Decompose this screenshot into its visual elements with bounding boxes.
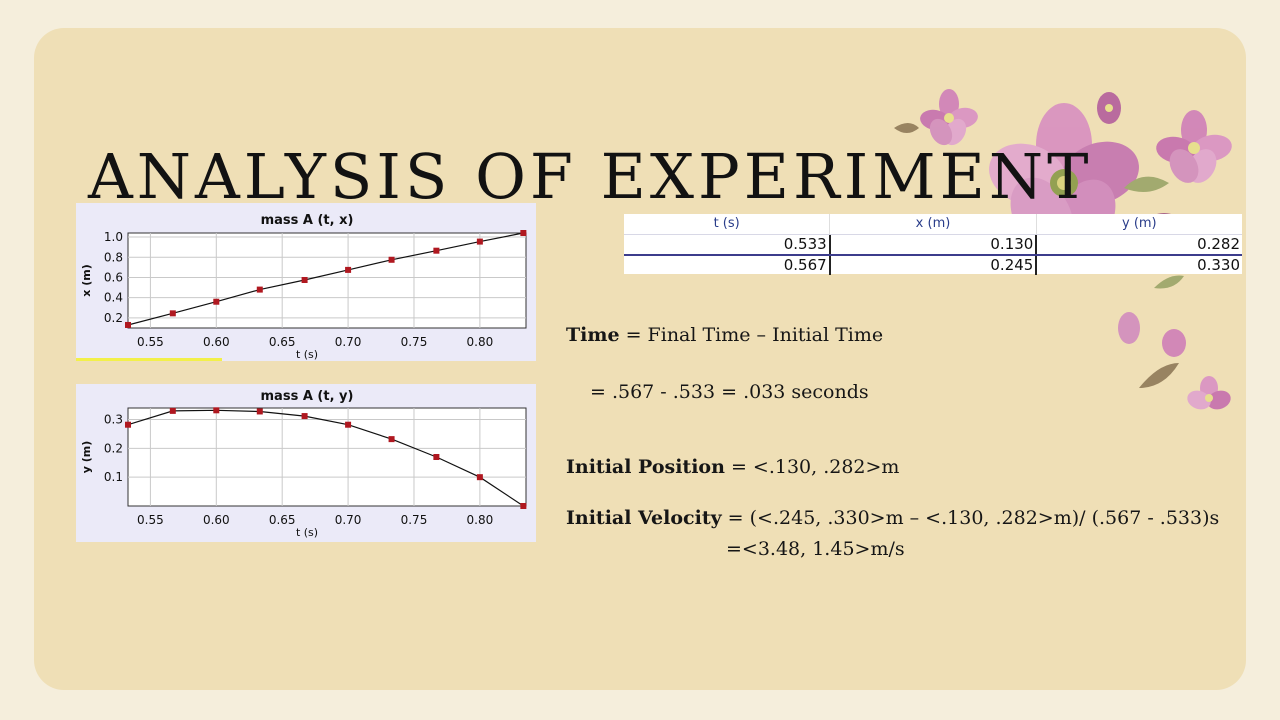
data-point	[301, 276, 308, 283]
table-cell: 0.330	[1197, 256, 1241, 274]
time-calculation: = .567 - .533 = .033 seconds	[590, 381, 869, 403]
chart-y-svg: mass A (t, y) 0.55 0.60 0.65 0.70 0.75 0.80 0.1…	[76, 384, 536, 542]
table-header-row: t (s) x (m) y (m)	[624, 214, 1242, 235]
table-cell: 0.130	[831, 235, 1038, 254]
x-axis-label: t (s)	[296, 348, 318, 361]
chart-x-vs-t: mass A (t, x) 0.55 0.60 0.65 0.70 0.75 0.80 0.2…	[76, 203, 536, 361]
y-tick-label: 0.2	[104, 441, 123, 455]
x-tick-label: 0.55	[137, 335, 164, 349]
y-axis-label: y (m)	[80, 441, 93, 474]
velocity-result: =<3.48, 1.45>m/s	[726, 538, 905, 560]
data-table: t (s) x (m) y (m) 0.533 0.130 0.282 0.56…	[624, 214, 1242, 275]
x-tick-label: 0.60	[203, 513, 230, 527]
y-tick-label: 0.3	[104, 413, 123, 427]
chart-title: mass A (t, x)	[261, 213, 354, 228]
data-point	[520, 503, 527, 509]
x-tick-label: 0.70	[335, 513, 362, 527]
y-tick-label: 0.2	[104, 311, 123, 325]
table-selection-line	[624, 254, 1242, 256]
table-cell: 0.282	[1197, 235, 1241, 253]
table-row: 0.567 0.245 0.330	[624, 256, 1242, 275]
position-equation: Initial Position = <.130, .282>m	[566, 456, 899, 478]
data-point	[476, 238, 483, 245]
data-point	[345, 266, 352, 273]
data-point	[256, 286, 263, 293]
data-point	[388, 436, 395, 443]
data-point	[169, 310, 176, 317]
y-tick-label: 0.6	[104, 270, 123, 284]
table-cell: 0.567	[624, 256, 831, 275]
data-point	[125, 421, 131, 428]
table-row: 0.533 0.130 0.282	[624, 235, 1242, 254]
x-tick-label: 0.80	[467, 513, 494, 527]
data-point	[520, 230, 527, 236]
data-point	[213, 407, 220, 414]
plot-area	[127, 407, 527, 507]
x-tick-label: 0.60	[203, 335, 230, 349]
y-tick-label: 0.8	[104, 250, 123, 264]
x-tick-label: 0.80	[467, 335, 494, 349]
table-cell: 0.245	[831, 256, 1038, 275]
data-point	[388, 256, 395, 263]
table-header-cell: t (s)	[624, 214, 831, 234]
fit-curve	[127, 409, 524, 507]
data-point	[213, 298, 220, 305]
y-tick-label: 1.0	[104, 230, 123, 244]
data-point	[125, 321, 131, 328]
slide-title: ANALYSIS OF EXPERIMENT	[88, 139, 1093, 213]
y-tick-label: 0.4	[104, 291, 123, 305]
data-point	[256, 408, 263, 415]
position-label: Initial Position	[566, 456, 725, 478]
data-point	[169, 407, 176, 414]
time-label: Time	[566, 324, 620, 346]
data-point	[476, 474, 483, 481]
data-point	[433, 247, 440, 254]
table-header-cell: x (m)	[830, 214, 1037, 234]
table-cell: 0.533	[624, 235, 831, 254]
x-tick-label: 0.65	[269, 335, 296, 349]
x-tick-label: 0.55	[137, 513, 164, 527]
highlight-mark	[76, 358, 222, 361]
chart-x-svg: mass A (t, x) 0.55 0.60 0.65 0.70 0.75 0.80 0.2…	[76, 203, 536, 361]
time-equation: Time = Final Time – Initial Time	[566, 324, 883, 346]
fit-curve	[127, 232, 524, 326]
y-axis-label: x (m)	[80, 264, 93, 296]
plot-area	[127, 232, 527, 329]
data-point	[433, 454, 440, 460]
velocity-equation: Initial Velocity = (<.245, .330>m – <.13…	[566, 507, 1219, 529]
x-tick-label: 0.65	[269, 513, 296, 527]
position-eq: = <.130, .282>m	[724, 456, 900, 478]
data-point	[345, 421, 352, 428]
velocity-label: Initial Velocity	[566, 507, 722, 529]
x-tick-label: 0.70	[335, 335, 362, 349]
data-point	[301, 413, 308, 420]
x-tick-label: 0.75	[401, 513, 428, 527]
chart-y-vs-t: mass A (t, y) 0.55 0.60 0.65 0.70 0.75 0.80 0.1…	[76, 384, 536, 542]
chart-title: mass A (t, y)	[261, 389, 354, 404]
x-axis-label: t (s)	[296, 526, 318, 539]
y-tick-label: 0.1	[104, 470, 123, 484]
time-eq: = Final Time – Initial Time	[619, 324, 884, 346]
velocity-eq: = (<.245, .330>m – <.130, .282>m)/ (.567…	[721, 507, 1220, 529]
table-header-cell: y (m)	[1122, 216, 1157, 231]
x-tick-label: 0.75	[401, 335, 428, 349]
